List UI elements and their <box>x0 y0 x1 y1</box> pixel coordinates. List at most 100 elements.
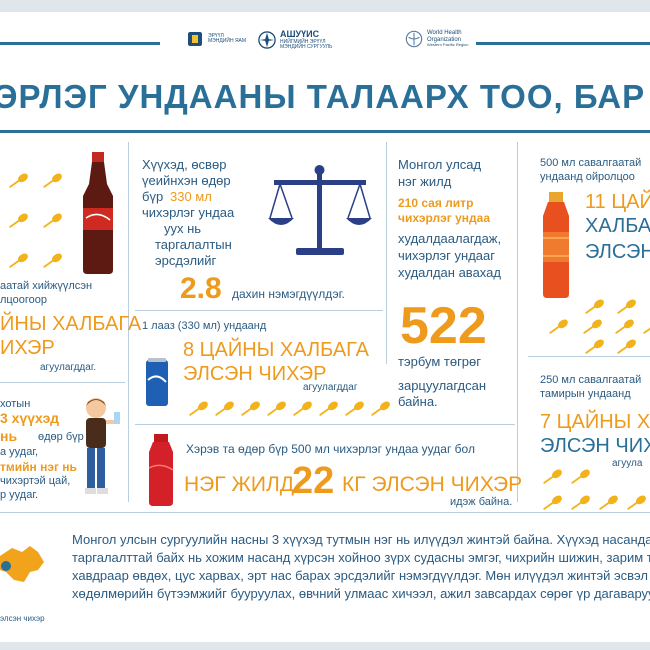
logo2-line2: МЭНДИЙН СУРГУУЛЬ <box>280 44 333 51</box>
teaspoon-icon <box>5 209 29 230</box>
rt-big-1: 11 ЦАЙН <box>585 191 650 213</box>
center-line-6: таргалалтын <box>155 237 232 252</box>
left-big-1: ЙНЫ ХАЛБАГА <box>0 313 142 335</box>
teaspoon-icon <box>185 397 209 418</box>
teaspoon-icon <box>613 335 637 356</box>
can-big-1: 8 ЦАЙНЫ ХАЛБАГА <box>183 339 369 361</box>
center-line-1: үеийнхэн өдөр <box>142 173 231 188</box>
separator <box>128 142 129 502</box>
center-line-2: бүр <box>142 189 164 204</box>
yearly-intro: Хэрэв та өдөр бүр 500 мл чихэрлэг ундаа … <box>186 442 475 456</box>
mn-line-3: 210 сая литр <box>398 196 474 210</box>
page-title: ЭРЛЭГ УНДААНЫ ТАЛААРХ ТОО, БАР <box>0 78 646 115</box>
teaspoon-icon <box>545 315 569 336</box>
rt-big-2: ХАЛБА <box>585 215 650 237</box>
who-emblem-icon <box>405 30 423 48</box>
left-p2-4: а уудаг, <box>0 446 39 458</box>
title-rule <box>0 130 650 133</box>
teaspoon-icon <box>5 169 29 190</box>
left-big-2: ИХЭР <box>0 337 55 359</box>
mn-line-1: Монгол улсад <box>398 157 482 172</box>
balance-scale-icon <box>268 165 372 255</box>
juice-bottle-icon <box>543 192 569 298</box>
teaspoon-icon <box>579 315 603 336</box>
header-rule-left <box>0 42 160 45</box>
sports-drink-bottle-icon <box>148 434 174 506</box>
header-rule-right <box>476 42 650 45</box>
center-tail: дахин нэмэгдүүлдэг. <box>232 287 345 301</box>
teaspoon-icon <box>611 315 635 336</box>
center-line-0: Хүүхэд, өсвөр <box>142 157 227 172</box>
logo3-line2: Organization <box>427 36 462 43</box>
can-small: агуулагддаг <box>303 382 358 393</box>
center-volume: 330 мл <box>170 189 212 204</box>
left-p2-0: хотын <box>0 398 31 410</box>
teaspoon-icon <box>211 397 235 418</box>
teaspoon-icon <box>39 249 63 270</box>
left-p2-3: өдөр бүр <box>38 431 84 443</box>
logo1-line1: ЭРҮҮЛ <box>208 32 224 39</box>
mn-line-6: чихэрлэг ундааг <box>398 248 495 263</box>
emblem-icon <box>188 32 202 46</box>
left-text-a: аатай хийжүүлсэн <box>0 280 93 292</box>
teaspoon-icon <box>263 397 287 418</box>
yearly-big-b: КГ ЭЛСЭН ЧИХЭР <box>342 473 523 496</box>
rb-big-1: 7 ЦАЙНЫ Х <box>540 411 650 433</box>
teaspoon-icon <box>567 465 591 486</box>
logo-university: АШУҮИС НИЙГМИЙН ЭРҮҮЛ МЭНДИЙН СУРГУУЛЬ <box>258 29 333 51</box>
teaspoon-icon <box>613 295 637 316</box>
paragraph-line-1: таргалалттай байх нь хожим насанд хүрсэн… <box>72 550 650 565</box>
left-p2-7: р уудаг. <box>0 489 39 501</box>
rb-line-2: тамирын ундаанд <box>540 388 631 400</box>
center-line-7: эрсдэлийг <box>155 253 217 268</box>
mn-line-5: худалдаалагдаж, <box>398 231 502 246</box>
paragraph-line-3: хөдөлмөрийн бүтээмжийг бууруулах, өвчний… <box>72 586 650 601</box>
mn-line-2: нэг жилд <box>398 174 452 189</box>
teaspoon-icon <box>39 169 63 190</box>
separator <box>386 142 387 364</box>
mn-line-4: чихэрлэг ундаа <box>398 211 490 225</box>
logo2-line1: НИЙГМИЙН ЭРҮҮЛ <box>280 38 326 45</box>
teaspoon-icon <box>595 491 619 512</box>
mn-unit: тэрбум төгрөг <box>398 354 482 369</box>
rt-big-3: ЭЛСЭН <box>585 241 650 263</box>
logo3-line3: Western Pacific Region <box>427 42 469 48</box>
teaspoon-icon <box>567 491 591 512</box>
separator <box>135 310 383 311</box>
left-p2-5: тмийн нэг нь <box>0 460 77 474</box>
mn-line-7: худалдан авахад <box>398 265 501 280</box>
mn-line-9: байна. <box>398 394 438 409</box>
rt-line-1: 500 мл савалгаатай <box>540 157 642 169</box>
separator <box>135 424 515 425</box>
child-drinking-illustration <box>85 398 120 494</box>
center-line-5: уух нь <box>164 221 202 236</box>
can-big-2: ЭЛСЭН ЧИХЭР <box>183 363 327 385</box>
logo1-line2: МЭНДИЙН ЯАМ <box>208 38 247 44</box>
can-caption: 1 лааз (330 мл) ундаанд <box>142 320 267 332</box>
yearly-big-a: НЭГ ЖИЛД <box>184 473 294 496</box>
soda-can-icon <box>146 358 168 406</box>
teaspoon-icon <box>5 249 29 270</box>
left-p2-2: нь <box>0 428 18 444</box>
paragraph-line-0: Монгол улсын сургуулийн насны 3 хүүхэд т… <box>72 532 650 547</box>
teaspoon-icon <box>623 491 647 512</box>
teaspoon-icon <box>581 295 605 316</box>
teaspoon-icon <box>539 491 563 512</box>
mn-value: 522 <box>400 297 487 355</box>
teaspoon-icon <box>237 397 261 418</box>
logo-ministry: ЭРҮҮЛ МЭНДИЙН ЯАМ <box>186 30 246 48</box>
mongolia-map-icon <box>0 546 44 582</box>
teaspoon-icon <box>367 397 391 418</box>
separator <box>528 356 650 357</box>
teaspoon-icon <box>581 335 605 356</box>
left-p2-1: 3 хүүхэд <box>0 410 60 426</box>
infographic-card: ЭРҮҮЛ МЭНДИЙН ЯАМ АШУҮИС НИЙГМИЙН ЭРҮҮЛ М… <box>0 12 650 642</box>
teaspoon-icon <box>639 315 650 336</box>
center-value: 2.8 <box>180 272 222 305</box>
logo3-line1: World Health <box>427 30 462 37</box>
university-emblem-icon <box>258 31 276 50</box>
left-p2-6: чихэртэй цай, <box>0 475 71 487</box>
separator <box>517 142 518 502</box>
logo2-name: АШУҮИС <box>280 29 320 39</box>
center-line-4: чихэрлэг ундаа <box>142 205 235 220</box>
